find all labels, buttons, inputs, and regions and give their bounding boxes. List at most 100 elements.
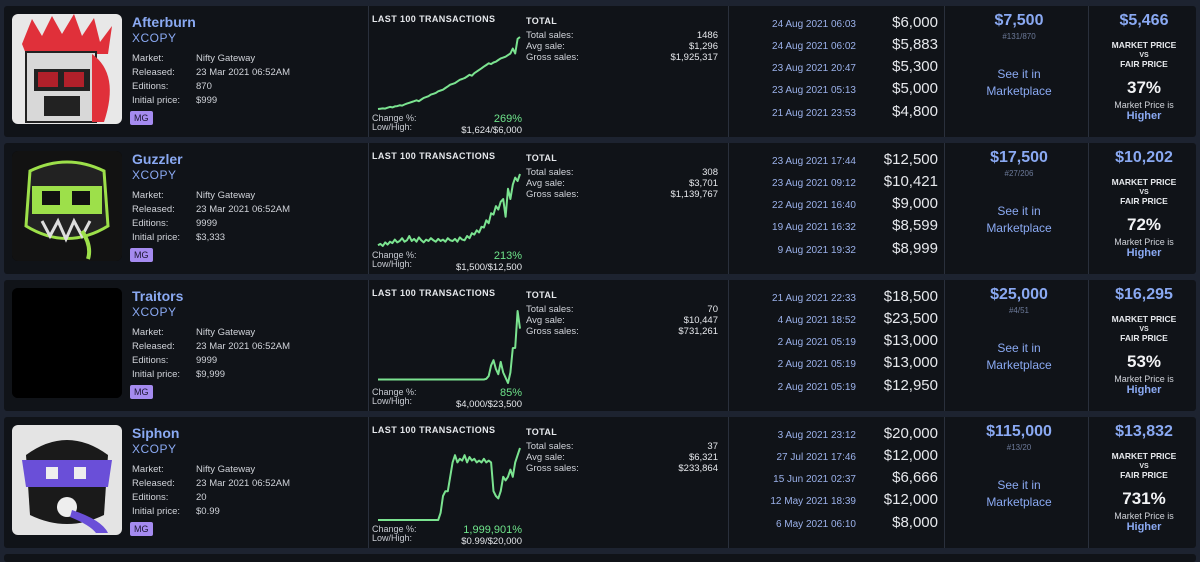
see-it-in-marketplace-link[interactable]: See it in Marketplace (986, 67, 1052, 98)
column-divider (368, 143, 369, 274)
sale-date: 3 Aug 2021 23:12 (777, 430, 856, 441)
market-price[interactable]: $17,500 (990, 149, 1048, 166)
gross-sales-row: Gross sales: $1,925,317 (526, 52, 718, 63)
sale-entry[interactable]: 24 Aug 2021 06:02 $5,883 (748, 36, 940, 58)
artist-name[interactable]: XCOPY (132, 31, 177, 45)
sale-entry[interactable]: 2 Aug 2021 05:19 $13,000 (748, 354, 940, 376)
artwork-name[interactable]: Guzzler (132, 151, 183, 167)
price-difference-percent: 37% (1126, 78, 1162, 97)
sale-entry[interactable]: 27 Jul 2021 17:46 $12,000 (748, 447, 940, 469)
avg-sale-row: Avg sale: $10,447 (526, 315, 718, 326)
sale-entry[interactable]: 6 May 2021 06:10 $8,000 (748, 514, 940, 536)
sale-date: 6 May 2021 06:10 (775, 519, 856, 530)
fair-price: $13,832 (1115, 423, 1173, 440)
low-high-value: $1,500/$12,500 (455, 262, 522, 273)
sale-price: $6,000 (892, 14, 938, 31)
sale-price: $20,000 (883, 425, 938, 442)
sale-entry[interactable]: 19 Aug 2021 16:32 $8,599 (748, 217, 940, 239)
sale-entry[interactable]: 21 Aug 2021 23:53 $4,800 (748, 103, 940, 125)
artwork-row: Guzzler XCOPY Market: Nifty Gateway Relea… (4, 143, 1196, 274)
total-sales-row: Total sales: 1486 (526, 30, 718, 41)
transactions-sparkline (377, 36, 521, 110)
higher-label: Higher (1126, 247, 1162, 259)
see-it-in-marketplace-link[interactable]: See it in Marketplace (986, 204, 1052, 235)
artwork-name[interactable]: Siphon (132, 425, 180, 441)
sale-entry[interactable]: 9 Aug 2021 19:32 $8,999 (748, 240, 940, 262)
low-high-value: $4,000/$23,500 (455, 399, 522, 410)
artwork-row: Afterburn XCOPY Market: Nifty Gateway Rel… (4, 6, 1196, 137)
sale-entry[interactable]: 2 Aug 2021 05:19 $12,950 (748, 377, 940, 399)
artwork-thumbnail[interactable] (12, 425, 122, 535)
sale-entry[interactable]: 15 Jun 2021 02:37 $6,666 (748, 469, 940, 491)
see-it-in-marketplace-link[interactable]: See it in Marketplace (986, 478, 1052, 509)
sale-date: 23 Aug 2021 05:13 (772, 85, 856, 96)
sale-price: $23,500 (883, 310, 938, 327)
sale-entry[interactable]: 23 Aug 2021 09:12 $10,421 (748, 173, 940, 195)
market-price[interactable]: $115,000 (986, 423, 1052, 440)
artist-name[interactable]: XCOPY (132, 305, 177, 319)
sale-date: 22 Aug 2021 16:40 (772, 200, 856, 211)
column-divider (368, 280, 369, 411)
sale-entry[interactable]: 23 Aug 2021 17:44 $12,500 (748, 151, 940, 173)
sale-date: 23 Aug 2021 20:47 (772, 63, 856, 74)
low-high-value: $1,624/$6,000 (461, 125, 522, 136)
sale-entry[interactable]: 23 Aug 2021 05:13 $5,000 (748, 80, 940, 102)
sale-date: 9 Aug 2021 19:32 (777, 245, 856, 256)
market-vs-fair-label: MARKET PRICE VS FAIR PRICE (1111, 314, 1177, 343)
sale-entry[interactable]: 3 Aug 2021 23:12 $20,000 (748, 425, 940, 447)
released-info: Released: 23 Mar 2021 06:52AM (132, 67, 291, 78)
market-badge: MG (130, 522, 153, 536)
sale-entry[interactable]: 4 Aug 2021 18:52 $23,500 (748, 310, 940, 332)
editions-info: Editions: 9999 (132, 218, 218, 229)
sale-entry[interactable]: 12 May 2021 18:39 $12,000 (748, 491, 940, 513)
artwork-thumbnail[interactable] (12, 288, 122, 398)
sale-price: $12,500 (883, 151, 938, 168)
change-label: Change %: Low/High: (372, 387, 417, 406)
change-value: 213% (493, 250, 522, 262)
sale-entry[interactable]: 23 Aug 2021 20:47 $5,300 (748, 58, 940, 80)
sale-price: $8,999 (892, 240, 938, 257)
sale-date: 2 Aug 2021 05:19 (777, 382, 856, 393)
artwork-name[interactable]: Afterburn (132, 14, 196, 30)
market-price[interactable]: $25,000 (990, 286, 1048, 303)
price-difference-percent: 53% (1126, 352, 1162, 371)
edition-number: #4/51 (1008, 306, 1030, 315)
market-vs-fair-label: MARKET PRICE VS FAIR PRICE (1111, 451, 1177, 480)
transactions-sparkline (377, 173, 521, 247)
traitors-artwork-icon (12, 288, 122, 398)
total-heading: TOTAL (526, 16, 558, 26)
market-badge: MG (130, 385, 153, 399)
change-label: Change %: Low/High: (372, 250, 417, 269)
sale-date: 19 Aug 2021 16:32 (772, 222, 856, 233)
transactions-heading: LAST 100 TRANSACTIONS (372, 14, 496, 24)
artwork-thumbnail[interactable] (12, 151, 122, 261)
market-badge: MG (130, 248, 153, 262)
afterburn-artwork-icon (12, 14, 122, 124)
sale-price: $4,800 (892, 103, 938, 120)
sale-price: $12,000 (883, 491, 938, 508)
sale-date: 23 Aug 2021 17:44 (772, 156, 856, 167)
see-it-in-marketplace-link[interactable]: See it in Marketplace (986, 341, 1052, 372)
column-divider (728, 6, 729, 137)
market-info: Market: Nifty Gateway (132, 327, 256, 338)
market-price[interactable]: $7,500 (994, 12, 1044, 29)
artist-name[interactable]: XCOPY (132, 442, 177, 456)
editions-info: Editions: 870 (132, 81, 212, 92)
sale-price: $18,500 (883, 288, 938, 305)
total-heading: TOTAL (526, 153, 558, 163)
sale-price: $6,666 (892, 469, 938, 486)
column-divider (944, 143, 945, 274)
artist-name[interactable]: XCOPY (132, 168, 177, 182)
sale-price: $12,950 (883, 377, 938, 394)
sale-price: $10,421 (883, 173, 938, 190)
artwork-name[interactable]: Traitors (132, 288, 184, 304)
sale-entry[interactable]: 24 Aug 2021 06:03 $6,000 (748, 14, 940, 36)
sale-entry[interactable]: 21 Aug 2021 22:33 $18,500 (748, 288, 940, 310)
artwork-thumbnail[interactable] (12, 14, 122, 124)
sale-entry[interactable]: 2 Aug 2021 05:19 $13,000 (748, 332, 940, 354)
gross-sales-row: Gross sales: $731,261 (526, 326, 718, 337)
sale-entry[interactable]: 22 Aug 2021 16:40 $9,000 (748, 195, 940, 217)
column-divider (944, 417, 945, 548)
market-info: Market: Nifty Gateway (132, 464, 256, 475)
change-value: 269% (493, 113, 522, 125)
